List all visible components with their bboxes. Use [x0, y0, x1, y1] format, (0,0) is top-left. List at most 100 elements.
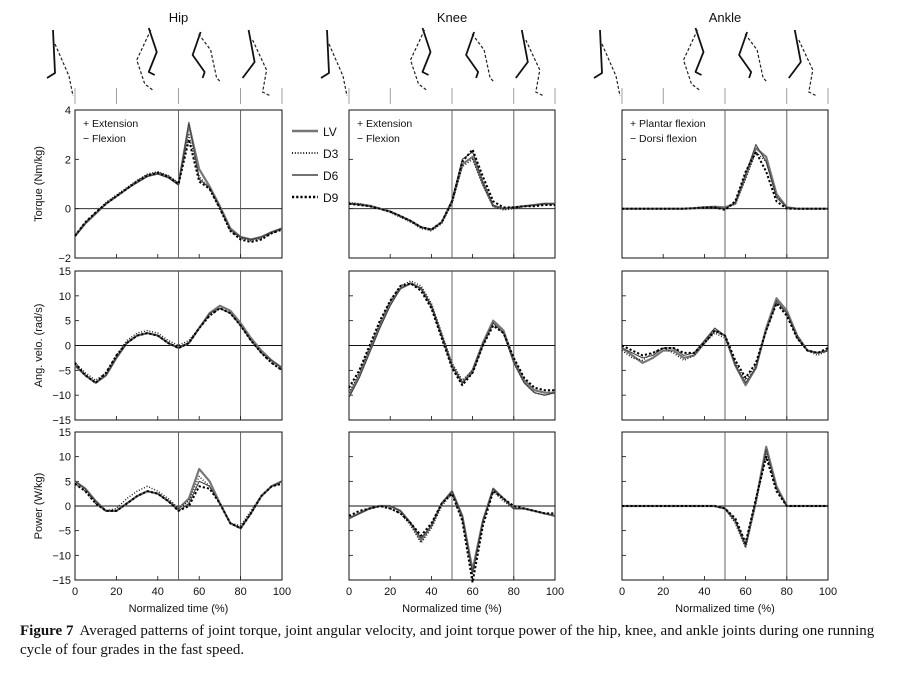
ytick-label: 0 — [65, 341, 71, 353]
xtick-label: 40 — [698, 586, 710, 598]
figures-knee — [320, 27, 556, 104]
series-line-d3 — [74, 133, 283, 242]
stance-leg — [694, 27, 705, 76]
xtick-label: 80 — [234, 586, 246, 598]
panel-knee-row-3: 0 20 40 60 80 100 Normalized time (%) — [346, 431, 564, 615]
xtick-label: 100 — [273, 586, 291, 598]
stance-leg — [738, 31, 753, 79]
ylabel-row-3: Power (W/kg) — [33, 473, 45, 540]
stick-figure — [46, 29, 74, 97]
series-line-d6 — [348, 488, 556, 574]
figures-ankle — [593, 27, 829, 104]
annotation: + Extension — [357, 118, 412, 130]
legend-label-d6: D6 — [323, 169, 339, 183]
stick-figure — [320, 29, 348, 97]
stick-figure — [241, 29, 271, 97]
stance-leg — [788, 29, 802, 79]
ytick-label: 4 — [65, 105, 71, 117]
series-line-d3 — [74, 475, 283, 527]
ytick-label: 0 — [65, 204, 71, 216]
ylabel-row-1: Torque (Nm/kg) — [33, 146, 45, 222]
panel-ankle-row-2 — [621, 270, 829, 421]
xtick-label: 20 — [110, 586, 122, 598]
panel-hip-row-1: −2 0 2 4 + Extension − Flexion — [58, 105, 283, 265]
xtick-label: 0 — [72, 586, 78, 598]
column-title-knee: Knee — [437, 10, 467, 25]
series-line-d9 — [74, 482, 283, 530]
ytick-label: −2 — [58, 253, 71, 265]
xtick-label: 40 — [425, 586, 437, 598]
xtick-label: 60 — [193, 586, 205, 598]
legend-label-lv: LV — [323, 125, 337, 139]
figure-caption: Figure 7 Averaged patterns of joint torqu… — [20, 622, 880, 660]
legend-label-d9: D9 — [323, 191, 339, 205]
figure-7-chart: Hip Knee Ankle Torque (Nm/kg) −2 0 2 4 + Extensi… — [33, 10, 837, 615]
xtick-label: 20 — [657, 586, 669, 598]
annotation: + Extension — [83, 118, 138, 130]
ytick-label: 10 — [59, 291, 71, 303]
stance-leg — [241, 29, 256, 79]
xtick-label: 0 — [619, 586, 625, 598]
stick-figure — [682, 27, 705, 91]
swing-leg — [525, 39, 545, 97]
series-line-d9 — [348, 282, 555, 392]
series-line-d9 — [622, 455, 828, 544]
swing-leg — [409, 29, 427, 91]
swing-leg — [798, 39, 818, 97]
stick-figure — [191, 31, 222, 83]
xtick-label: 20 — [384, 586, 396, 598]
ytick-label: −15 — [52, 415, 71, 427]
panel-hip-row-3: −15 −10 −5 0 5 10 15 0 20 40 60 80 100 Normalized tim… — [52, 427, 291, 615]
swing-leg — [682, 29, 700, 91]
stick-figure — [465, 31, 495, 83]
ytick-label: 15 — [59, 427, 71, 439]
stance-leg — [147, 27, 158, 76]
series-line-d6 — [74, 121, 283, 241]
stick-figure — [409, 27, 432, 91]
legend-label-d3: D3 — [323, 147, 339, 161]
ytick-label: −10 — [52, 550, 71, 562]
panel-ankle-row-3: 0 20 40 60 80 100 Normalized time (%) — [619, 431, 837, 615]
xtick-label: 40 — [152, 586, 164, 598]
ytick-label: −5 — [58, 526, 71, 538]
swing-leg — [744, 33, 768, 83]
ytick-label: 2 — [65, 154, 71, 166]
annotation: − Flexion — [357, 133, 400, 145]
figure-caption-text: Averaged patterns of joint torque, joint… — [20, 623, 875, 658]
stick-figure-diagrams — [46, 27, 829, 104]
plot-grid: Hip Knee Ankle Torque (Nm/kg) −2 0 2 4 + Extensi… — [33, 10, 837, 615]
swing-leg — [136, 29, 154, 91]
stick-figure — [136, 27, 158, 91]
series-line-d3 — [621, 302, 829, 382]
stance-leg — [320, 29, 330, 79]
ytick-label: 15 — [59, 266, 71, 278]
legend: LV D3 D6 D9 — [292, 125, 339, 205]
ylabel-row-2: Ang. velo. (rad/s) — [33, 304, 45, 388]
annotation: + Plantar flexion — [630, 118, 706, 130]
series-line-d3 — [348, 490, 556, 576]
xtick-label: 100 — [546, 586, 564, 598]
panel-knee-row-2 — [348, 270, 556, 421]
xlabel: Normalized time (%) — [675, 603, 775, 615]
xtick-label: 60 — [466, 586, 478, 598]
stance-leg — [593, 29, 603, 79]
annotation: − Dorsi flexion — [630, 133, 697, 145]
xtick-label: 60 — [739, 586, 751, 598]
panel-knee-row-1: + Extension − Flexion — [348, 109, 556, 259]
ytick-label: −10 — [52, 390, 71, 402]
swing-leg — [252, 39, 271, 97]
panel-hip-row-2: −15 −10 −5 0 5 10 15 — [52, 266, 283, 427]
series-line-d9 — [74, 307, 283, 384]
panel-ankle-row-1: + Plantar flexion − Dorsi flexion — [621, 109, 829, 259]
swing-leg — [54, 43, 74, 97]
swing-leg — [471, 33, 495, 83]
swing-leg — [328, 43, 348, 97]
stance-leg — [515, 29, 529, 79]
ytick-label: 5 — [65, 476, 71, 488]
series-line-d9 — [348, 148, 555, 231]
xlabel: Normalized time (%) — [402, 603, 502, 615]
stance-leg — [46, 29, 56, 79]
stance-leg — [421, 27, 432, 76]
series-line-d9 — [74, 138, 283, 243]
stick-figure — [788, 29, 818, 97]
